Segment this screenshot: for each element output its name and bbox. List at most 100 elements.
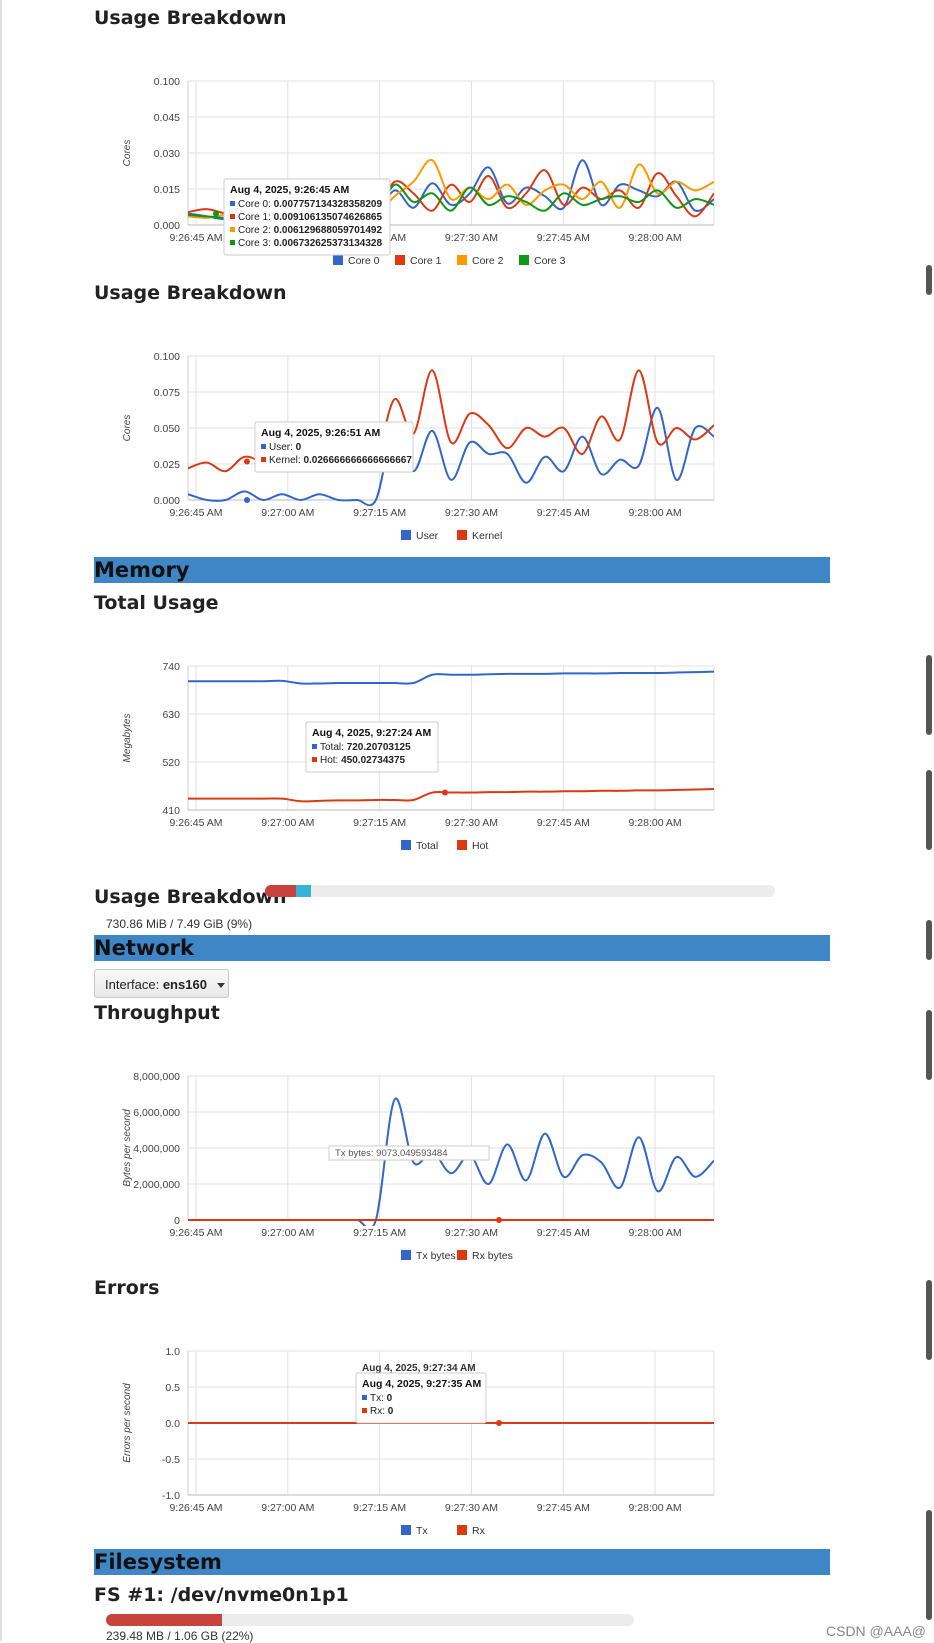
interface-label: Interface: (105, 977, 160, 992)
series-group (188, 670, 714, 803)
legend-swatch (457, 530, 467, 540)
tooltip-value: 0.026666666666666667 (303, 455, 412, 466)
scrollbar-thumb[interactable] (926, 770, 932, 850)
tooltip-swatch (230, 214, 235, 219)
cpu-cores-chart[interactable]: 9:26:45 AM9:27:00 AM9:27:15 AM9:27:30 AM… (94, 55, 734, 280)
tooltip-box (254, 421, 414, 473)
window-edge (0, 0, 2, 1641)
tooltip-swatch (261, 457, 266, 462)
tooltip-swatch (312, 744, 317, 749)
scrollbar-thumb[interactable] (926, 265, 932, 295)
x-tick-label: 9:28:00 AM (629, 507, 682, 519)
tooltip-title: Aug 4, 2025, 9:26:45 AM (230, 184, 349, 196)
x-tick-label: 9:27:45 AM (537, 1502, 590, 1514)
x-tick-label: 9:27:30 AM (445, 232, 498, 244)
hover-point (213, 210, 219, 217)
x-tick-label: 9:27:15 AM (353, 1227, 406, 1239)
tooltip-box (328, 1145, 490, 1161)
legend-label: Core 3 (534, 255, 566, 267)
memory-total-heading: Total Usage (94, 592, 219, 614)
tooltip-value: 450.02734375 (341, 755, 405, 766)
y-tick-label: 630 (162, 709, 180, 721)
y-tick-label: 6,000,000 (133, 1107, 180, 1119)
memory-breakdown-heading: Usage Breakdown (94, 886, 287, 908)
x-tick-label: 9:26:45 AM (169, 232, 222, 244)
cpu-breakdown-heading-2: Usage Breakdown (94, 282, 287, 304)
tooltip-value: 0 (387, 1393, 393, 1404)
fs-usage-text: 239.48 MB / 1.06 GB (22%) (106, 1629, 254, 1643)
filesystem-section-title: Filesystem (94, 1550, 222, 1574)
x-tick-label: 9:27:15 AM (353, 817, 406, 829)
scrollbar-thumb[interactable] (926, 1010, 932, 1080)
filesystem-section-header: Filesystem (94, 1549, 830, 1575)
y-tick-label: 0.5 (165, 1382, 180, 1394)
legend-swatch (333, 255, 343, 265)
tooltip-row: Core 0: 0.007757134328358209 (238, 199, 382, 210)
y-axis-label: Cores (122, 415, 133, 442)
memory-usage-text: 730.86 MiB / 7.49 GiB (9%) (106, 917, 253, 931)
tooltip-value: 0.007757134328358209 (274, 199, 383, 210)
network-errors-chart[interactable]: 9:26:45 AM 9:27:00 AM 9:27:15 AM 9:27:30 AM… (94, 1325, 734, 1550)
x-tick-label: 9:27:00 AM (261, 507, 314, 519)
tooltip-row: Core 3: 0.006732625373134328 (238, 238, 382, 249)
legend-swatch (457, 840, 467, 850)
legend-swatch (457, 1525, 467, 1535)
tooltip-swatch (230, 227, 235, 232)
memory-usage-meter (265, 885, 775, 897)
memory-section-title: Memory (94, 558, 190, 582)
x-tick-label: 9:26:45 AM (169, 1502, 222, 1514)
series-line-user (188, 406, 714, 506)
y-tick-label: 0.000 (154, 495, 180, 507)
legend-swatch (401, 1525, 411, 1535)
series-line-tx-bytes (188, 1097, 714, 1226)
watermark: CSDN @AAA@ (826, 1623, 926, 1639)
y-axis-label: Megabytes (122, 714, 133, 763)
interface-dropdown[interactable]: Interface: ens160 (94, 969, 229, 998)
memory-section-header: Memory (94, 557, 830, 583)
legend-label: Rx (472, 1525, 486, 1537)
tooltip-box (223, 178, 391, 256)
tooltip-ghost: Aug 4, 2025, 9:27:34 AM (362, 1363, 476, 1374)
tooltip-row: Hot: 450.02734375 (320, 755, 406, 766)
tooltip-row: User: 0 (269, 442, 302, 453)
tooltip-swatch (362, 1395, 367, 1400)
errors-heading: Errors (94, 1277, 160, 1299)
tooltip-row: Kernel: 0.026666666666666667 (269, 455, 412, 466)
tooltip-row: Total: 720.20703125 (320, 742, 411, 753)
fs-meter-used-segment (106, 1614, 223, 1626)
y-tick-label: 0.100 (154, 351, 180, 363)
tooltip-title: Aug 4, 2025, 9:27:35 AM (362, 1378, 481, 1390)
series-group (188, 1097, 714, 1226)
y-tick-label: 0.000 (154, 220, 180, 232)
scrollbar-thumb[interactable] (926, 1280, 932, 1360)
legend-label: Tx bytes (416, 1250, 456, 1262)
memory-meter-cache-segment (295, 885, 311, 897)
tooltip-value: 0.006732625373134328 (274, 238, 383, 249)
tooltip-title: Aug 4, 2025, 9:26:51 AM (261, 427, 380, 439)
tooltip-row: Tx: 0 (370, 1393, 393, 1404)
filesystem-usage-meter (106, 1614, 634, 1626)
memory-total-chart[interactable]: 9:26:45 AM 9:27:00 AM 9:27:15 AM 9:27:30 AM… (94, 640, 734, 865)
y-tick-label: 740 (162, 661, 180, 673)
x-tick-label: 9:27:30 AM (445, 507, 498, 519)
series-line-hot (188, 788, 714, 803)
cpu-user-kernel-chart[interactable]: 9:26:45 AM 9:27:00 AM 9:27:15 AM 9:27:30 AM… (94, 330, 734, 555)
legend-swatch (401, 840, 411, 850)
tooltip-value: 0.009106135074626865 (274, 212, 383, 223)
scrollbar-thumb[interactable] (926, 920, 932, 960)
x-tick-label: 9:27:45 AM (537, 507, 590, 519)
legend-label: User (416, 530, 439, 542)
y-tick-label: 0.030 (154, 148, 180, 160)
fs-title: FS #1: /dev/nvme0n1p1 (94, 1584, 349, 1606)
x-tick-label: 9:28:00 AM (629, 1227, 682, 1239)
scrollbar-thumb[interactable] (926, 655, 932, 735)
tooltip-value: 0 (296, 442, 302, 453)
legend-label: Core 1 (410, 255, 442, 267)
network-section-header: Network (94, 935, 830, 961)
network-section-title: Network (94, 936, 195, 960)
y-tick-label: 2,000,000 (133, 1179, 180, 1191)
tooltip-row: Core 2: 0.006129688059701492 (238, 225, 382, 236)
y-tick-label: -1.0 (162, 1490, 180, 1502)
scrollbar-thumb[interactable] (926, 1510, 932, 1620)
network-throughput-chart[interactable]: 9:26:45 AM 9:27:00 AM 9:27:15 AM 9:27:30 AM… (94, 1050, 734, 1275)
